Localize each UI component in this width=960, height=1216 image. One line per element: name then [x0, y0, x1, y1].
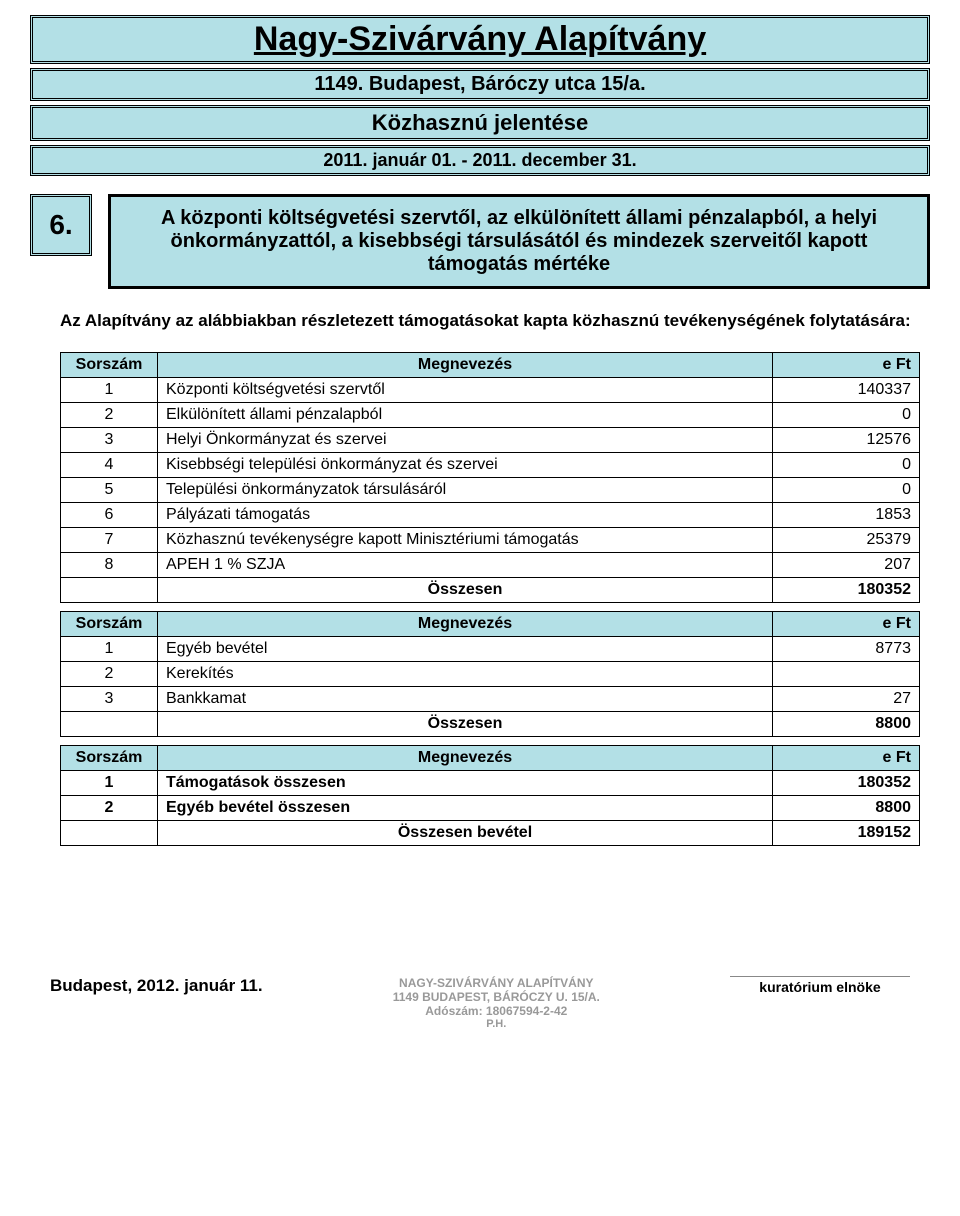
table-cell: 1	[61, 771, 158, 796]
column-header: e Ft	[773, 353, 920, 378]
table-cell: 27	[773, 687, 920, 712]
table-cell: 3	[61, 687, 158, 712]
table-cell: 7	[61, 528, 158, 553]
table-cell: 2	[61, 662, 158, 687]
stamp-line: Adószám: 18067594-2-42	[346, 1004, 646, 1018]
table-supports: SorszámMegnevezése Ft 1Központi költségv…	[60, 352, 920, 603]
table-cell: 1	[61, 378, 158, 403]
table-cell: 8773	[773, 637, 920, 662]
table-cell: Helyi Önkormányzat és szervei	[158, 428, 773, 453]
stamp-ph: P.H.	[346, 1018, 646, 1030]
table-cell: 12576	[773, 428, 920, 453]
table-cell: Egyéb bevétel	[158, 637, 773, 662]
column-header: Sorszám	[61, 612, 158, 637]
table-cell: 2	[61, 403, 158, 428]
table-cell: 0	[773, 453, 920, 478]
table-cell: Pályázati támogatás	[158, 503, 773, 528]
table-row: 5Települési önkormányzatok társulásáról0	[61, 478, 920, 503]
table-cell: Elkülönített állami pénzalapból	[158, 403, 773, 428]
header-org-box: Nagy-Szivárvány Alapítvány	[30, 15, 930, 64]
table-row: 1Egyéb bevétel8773	[61, 637, 920, 662]
table-cell: Támogatások összesen	[158, 771, 773, 796]
table-cell: 4	[61, 453, 158, 478]
table-cell: 25379	[773, 528, 920, 553]
table-cell: 5	[61, 478, 158, 503]
stamp-line: 1149 BUDAPEST, BÁRÓCZY U. 15/A.	[346, 990, 646, 1004]
column-header: e Ft	[773, 746, 920, 771]
table-summary: SorszámMegnevezése Ft 1Támogatások össze…	[60, 745, 920, 846]
table-row: 3Bankkamat27	[61, 687, 920, 712]
table-row: 2Kerekítés	[61, 662, 920, 687]
table-row: 6Pályázati támogatás1853	[61, 503, 920, 528]
total-label: Összesen	[158, 712, 773, 737]
footer-row: Budapest, 2012. január 11. NAGY-SZIVÁRVÁ…	[30, 976, 930, 1030]
total-value: 189152	[773, 821, 920, 846]
table-cell: Kisebbségi települési önkormányzat és sz…	[158, 453, 773, 478]
table-row: 8APEH 1 % SZJA207	[61, 553, 920, 578]
table-row: 2Elkülönített állami pénzalapból0	[61, 403, 920, 428]
table-row: 3Helyi Önkormányzat és szervei12576	[61, 428, 920, 453]
section-header-row: 6. A központi költségvetési szervtől, az…	[30, 194, 930, 289]
table-cell	[773, 662, 920, 687]
total-row: Összesen8800	[61, 712, 920, 737]
intro-paragraph: Az Alapítvány az alábbiakban részletezet…	[60, 307, 930, 334]
header-report-box: Közhasznú jelentése	[30, 105, 930, 141]
total-value: 180352	[773, 578, 920, 603]
table-cell: 8	[61, 553, 158, 578]
table-cell: 1853	[773, 503, 920, 528]
table-cell: 3	[61, 428, 158, 453]
column-header: Megnevezés	[158, 612, 773, 637]
signature-label: kuratórium elnöke	[730, 976, 910, 1030]
section-title: A központi költségvetési szervtől, az el…	[108, 194, 930, 289]
table-cell: Központi költségvetési szervtől	[158, 378, 773, 403]
table-cell: Kerekítés	[158, 662, 773, 687]
table-cell: 0	[773, 403, 920, 428]
total-row: Összesen180352	[61, 578, 920, 603]
stamp-line: NAGY-SZIVÁRVÁNY ALAPÍTVÁNY	[346, 976, 646, 990]
table-cell: Egyéb bevétel összesen	[158, 796, 773, 821]
table-cell: 180352	[773, 771, 920, 796]
table-cell: Bankkamat	[158, 687, 773, 712]
column-header: Megnevezés	[158, 746, 773, 771]
total-value: 8800	[773, 712, 920, 737]
table-cell: 8800	[773, 796, 920, 821]
org-title: Nagy-Szivárvány Alapítvány	[254, 20, 706, 58]
table-cell: APEH 1 % SZJA	[158, 553, 773, 578]
header-period-box: 2011. január 01. - 2011. december 31.	[30, 145, 930, 176]
footer-date: Budapest, 2012. január 11.	[50, 976, 263, 1030]
stamp-area: NAGY-SZIVÁRVÁNY ALAPÍTVÁNY 1149 BUDAPEST…	[346, 976, 646, 1030]
table-row: 4Kisebbségi települési önkormányzat és s…	[61, 453, 920, 478]
column-header: Sorszám	[61, 353, 158, 378]
total-row: Összesen bevétel189152	[61, 821, 920, 846]
table-cell: Települési önkormányzatok társulásáról	[158, 478, 773, 503]
table-cell: 207	[773, 553, 920, 578]
table-row: 1Központi költségvetési szervtől140337	[61, 378, 920, 403]
total-label: Összesen	[158, 578, 773, 603]
table-row: 7Közhasznú tevékenységre kapott Miniszté…	[61, 528, 920, 553]
header-address-box: 1149. Budapest, Báróczy utca 15/a.	[30, 68, 930, 101]
table-cell: 2	[61, 796, 158, 821]
table-row: 2Egyéb bevétel összesen8800	[61, 796, 920, 821]
total-label: Összesen bevétel	[158, 821, 773, 846]
org-address: 1149. Budapest, Báróczy utca 15/a.	[314, 73, 645, 95]
table-cell: 1	[61, 637, 158, 662]
table-cell: Közhasznú tevékenységre kapott Minisztér…	[158, 528, 773, 553]
table-row: 1Támogatások összesen180352	[61, 771, 920, 796]
column-header: e Ft	[773, 612, 920, 637]
table-cell: 6	[61, 503, 158, 528]
table-cell: 0	[773, 478, 920, 503]
table-cell: 140337	[773, 378, 920, 403]
column-header: Sorszám	[61, 746, 158, 771]
column-header: Megnevezés	[158, 353, 773, 378]
report-period: 2011. január 01. - 2011. december 31.	[323, 146, 636, 174]
section-number: 6.	[30, 194, 92, 256]
table-other-income: SorszámMegnevezése Ft 1Egyéb bevétel8773…	[60, 611, 920, 737]
report-type: Közhasznú jelentése	[372, 110, 588, 135]
